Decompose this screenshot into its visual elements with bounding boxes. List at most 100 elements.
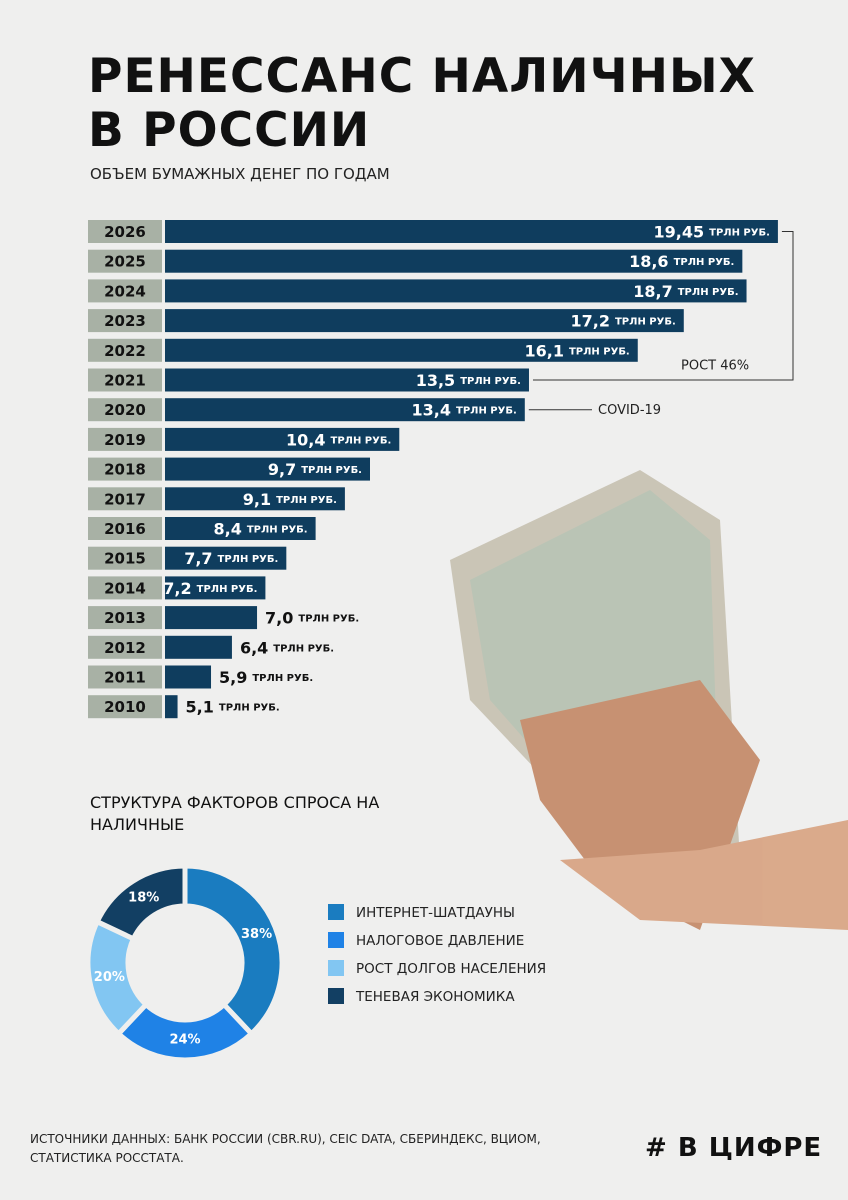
title: РЕНЕССАНС НАЛИЧНЫХ В РОССИИ <box>88 49 756 158</box>
value-number: 7,0 <box>265 608 293 627</box>
value-unit: ТРЛН РУБ. <box>301 465 362 476</box>
value-number: 9,1 <box>243 489 271 508</box>
legend-swatch <box>328 904 344 920</box>
bar <box>165 398 525 422</box>
bar <box>165 427 400 451</box>
donut-slice <box>182 863 285 1038</box>
value-number: 5,9 <box>219 668 247 687</box>
value-unit: ТРЛН РУБ. <box>674 257 735 268</box>
value-number: 6,4 <box>240 638 268 657</box>
bar <box>165 457 370 481</box>
legend-label: ИНТЕРНЕТ-ШАТДАУНЫ <box>356 905 515 921</box>
value-label: 18,7 ТРЛН РУБ. <box>633 281 738 300</box>
value-label: 9,7 ТРЛН РУБ. <box>268 460 362 479</box>
value-label: 13,4 ТРЛН РУБ. <box>412 400 517 419</box>
value-number: 8,4 <box>213 519 241 538</box>
value-number: 16,1 <box>524 341 563 360</box>
value-label: 7,0 ТРЛН РУБ. <box>265 608 359 627</box>
growth-bracket <box>532 231 794 381</box>
bar <box>165 606 258 630</box>
value-unit: ТРЛН РУБ. <box>615 317 676 328</box>
value-number: 5,1 <box>186 697 214 716</box>
value-label: 19,45 ТРЛН РУБ. <box>654 222 770 241</box>
legend-label: ТЕНЕВАЯ ЭКОНОМИКА <box>355 989 515 1005</box>
value-unit: ТРЛН РУБ. <box>460 376 521 387</box>
bar <box>165 368 529 392</box>
sources: ИСТОЧНИКИ ДАННЫХ: БАНК РОССИИ (CBR.RU), … <box>30 1132 541 1165</box>
year-box <box>88 546 162 570</box>
legend-label: РОСТ ДОЛГОВ НАСЕЛЕНИЯ <box>356 961 546 977</box>
legend-label: НАЛОГОВОЕ ДАВЛЕНИЕ <box>356 933 524 949</box>
slice-label: 20% <box>94 970 125 985</box>
year-label: 2017 <box>104 490 146 508</box>
donut-slice <box>93 863 188 943</box>
year-box <box>88 635 162 659</box>
value-label: 16,1 ТРЛН РУБ. <box>524 341 629 360</box>
value-label: 7,7 ТРЛН РУБ. <box>184 549 278 568</box>
value-unit: ТРЛН РУБ. <box>197 584 258 595</box>
year-label: 2025 <box>104 253 146 271</box>
value-unit: ТРЛН РУБ. <box>678 287 739 298</box>
logo: # В ЦИФРЕ <box>645 1133 823 1163</box>
value-unit: ТРЛН РУБ. <box>298 614 359 625</box>
bar <box>165 338 638 362</box>
value-label: 18,6 ТРЛН РУБ. <box>629 252 734 271</box>
value-number: 13,4 <box>412 400 451 419</box>
donut-title: СТРУКТУРА ФАКТОРОВ СПРОСА НА НАЛИЧНЫЕ <box>90 793 380 834</box>
slice-label: 38% <box>241 927 272 942</box>
value-unit: ТРЛН РУБ. <box>456 406 517 417</box>
year-box <box>88 309 162 333</box>
money-illustration <box>450 470 848 930</box>
legend-swatch <box>328 932 344 948</box>
bar <box>165 546 287 570</box>
value-unit: ТРЛН РУБ. <box>252 673 313 684</box>
legend-swatch <box>328 988 344 1004</box>
year-label: 2021 <box>104 372 146 390</box>
year-label: 2018 <box>104 461 146 479</box>
year-label: 2010 <box>104 698 146 716</box>
year-label: 2013 <box>104 609 146 627</box>
year-label: 2020 <box>104 401 146 419</box>
year-label: 2023 <box>104 312 146 330</box>
annotation: COVID-19 <box>598 403 661 418</box>
value-unit: ТРЛН РУБ. <box>276 495 337 506</box>
value-number: 7,7 <box>184 549 212 568</box>
bar <box>165 576 266 600</box>
value-number: 7,2 <box>163 578 191 597</box>
value-label: 8,4 ТРЛН РУБ. <box>213 519 307 538</box>
year-box <box>88 398 162 422</box>
year-box <box>88 427 162 451</box>
year-box <box>88 457 162 481</box>
year-box <box>88 606 162 630</box>
year-box <box>88 487 162 511</box>
value-unit: ТРЛН РУБ. <box>273 643 334 654</box>
value-label: 5,9 ТРЛН РУБ. <box>219 668 313 687</box>
value-number: 17,2 <box>571 311 610 330</box>
year-label: 2011 <box>104 669 146 687</box>
slice-label: 24% <box>169 1033 200 1048</box>
value-number: 13,5 <box>416 371 455 390</box>
year-box <box>88 576 162 600</box>
year-box <box>88 695 162 719</box>
year-box <box>88 665 162 689</box>
year-label: 2015 <box>104 550 146 568</box>
value-number: 10,4 <box>286 430 325 449</box>
year-box <box>88 220 162 243</box>
bar <box>165 517 316 540</box>
legend-swatch <box>328 960 344 976</box>
value-label: 6,4 ТРЛН РУБ. <box>240 638 334 657</box>
year-label: 2024 <box>104 282 146 300</box>
year-label: 2012 <box>104 639 146 657</box>
value-label: 17,2 ТРЛН РУБ. <box>571 311 676 330</box>
value-unit: ТРЛН РУБ. <box>247 525 308 536</box>
value-unit: ТРЛН РУБ. <box>218 554 279 565</box>
year-label: 2014 <box>104 579 146 597</box>
bar <box>165 220 778 243</box>
value-unit: ТРЛН РУБ. <box>709 228 770 239</box>
value-unit: ТРЛН РУБ. <box>569 346 630 357</box>
bar <box>165 249 743 273</box>
year-label: 2016 <box>104 520 146 538</box>
value-unit: ТРЛН РУБ. <box>219 703 280 714</box>
